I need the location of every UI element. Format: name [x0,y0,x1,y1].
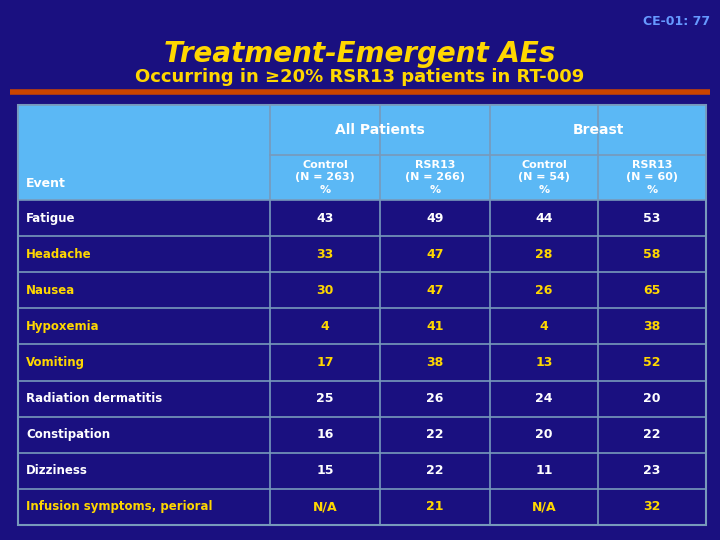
Text: 11: 11 [535,464,553,477]
Text: 47: 47 [426,284,444,297]
Text: 20: 20 [535,428,553,441]
Text: 13: 13 [535,356,553,369]
Text: 65: 65 [643,284,661,297]
Text: 26: 26 [426,392,444,405]
Text: Hypoxemia: Hypoxemia [26,320,99,333]
Text: Radiation dermatitis: Radiation dermatitis [26,392,162,405]
Text: Breast: Breast [572,123,624,137]
Text: Vomiting: Vomiting [26,356,85,369]
Bar [18,105,706,200]
Text: N/A: N/A [312,501,337,514]
Text: 44: 44 [535,212,553,225]
Text: 4: 4 [539,320,549,333]
Text: 20: 20 [643,392,661,405]
Text: RSR13
(N = 60)
%: RSR13 (N = 60) % [626,160,678,195]
Text: 25: 25 [316,392,334,405]
Text: 32: 32 [643,501,661,514]
Text: 21: 21 [426,501,444,514]
Text: 38: 38 [644,320,661,333]
Text: 28: 28 [535,248,553,261]
Text: Infusion symptoms, perioral: Infusion symptoms, perioral [26,501,212,514]
Text: 26: 26 [535,284,553,297]
Text: 30: 30 [316,284,333,297]
Text: 16: 16 [316,428,333,441]
Text: 43: 43 [316,212,333,225]
Text: N/A: N/A [531,501,557,514]
Text: 53: 53 [643,212,661,225]
Text: RSR13
(N = 266)
%: RSR13 (N = 266) % [405,160,465,195]
Bar [18,105,706,525]
Text: Occurring in ≥20% RSR13 patients in RT-009: Occurring in ≥20% RSR13 patients in RT-0… [135,68,585,86]
Text: 33: 33 [316,248,333,261]
Text: Nausea: Nausea [26,284,76,297]
Text: 38: 38 [426,356,444,369]
Text: 15: 15 [316,464,334,477]
Text: Treatment-Emergent AEs: Treatment-Emergent AEs [164,40,556,68]
Text: Event: Event [26,177,66,190]
Text: Control
(N = 54)
%: Control (N = 54) % [518,160,570,195]
Text: 49: 49 [426,212,444,225]
Text: Constipation: Constipation [26,428,110,441]
Text: 17: 17 [316,356,334,369]
Text: 22: 22 [643,428,661,441]
Text: 41: 41 [426,320,444,333]
Text: 52: 52 [643,356,661,369]
Text: All Patients: All Patients [335,123,425,137]
Text: 23: 23 [643,464,661,477]
Text: 22: 22 [426,464,444,477]
Text: 58: 58 [643,248,661,261]
Text: Dizziness: Dizziness [26,464,88,477]
Text: 22: 22 [426,428,444,441]
Text: Headache: Headache [26,248,91,261]
Text: Fatigue: Fatigue [26,212,76,225]
Text: CE-01: 77: CE-01: 77 [643,15,710,28]
Text: 24: 24 [535,392,553,405]
Text: 47: 47 [426,248,444,261]
Text: 4: 4 [320,320,329,333]
Text: Control
(N = 263)
%: Control (N = 263) % [295,160,355,195]
